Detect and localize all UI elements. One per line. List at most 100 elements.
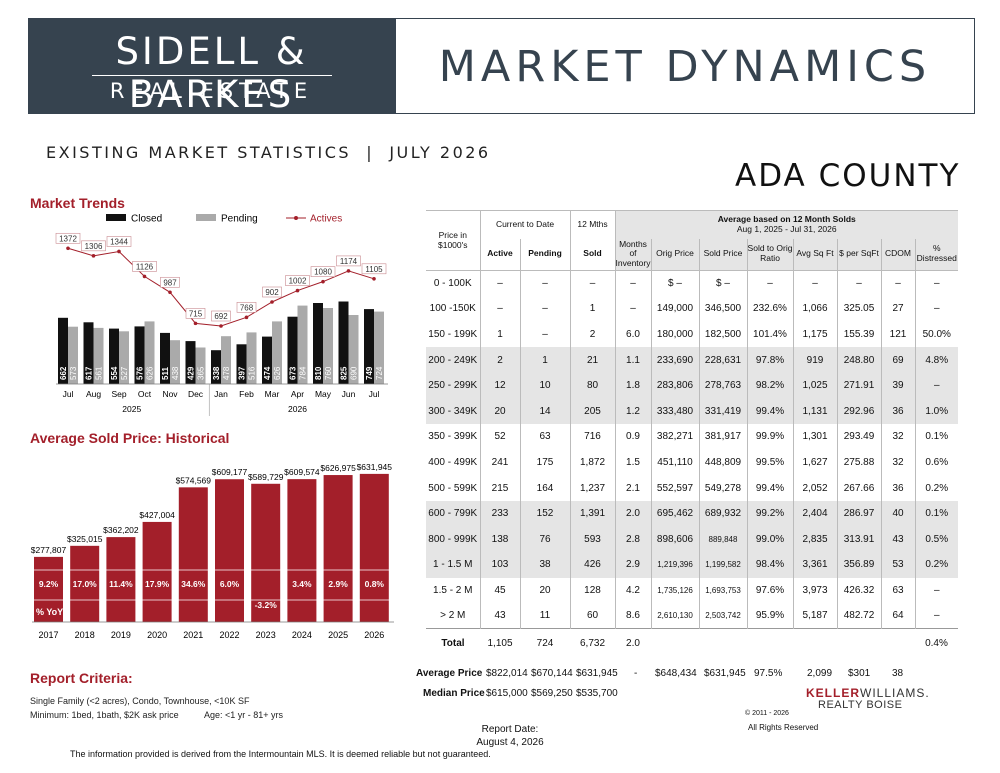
table-cell: 2,052: [792, 475, 837, 501]
year-tick-label: 2024: [292, 630, 312, 640]
table-cell: 155.39: [836, 321, 881, 348]
criteria-line1: Single Family (<2 acres), Condo, Townhou…: [30, 696, 250, 706]
table-row: 150 - 199K 1–2 6.0 180,000 182,500 101.4% 1,17…: [426, 321, 958, 348]
col-sold: Sold: [569, 238, 615, 271]
legend: Closed Pending Actives: [106, 214, 342, 225]
table-cell: 152: [519, 500, 570, 527]
table-cell: 2: [479, 347, 520, 373]
table-cell: 2,503,742: [698, 603, 747, 629]
yoy-value: 17.9%: [145, 579, 170, 589]
actives-point-label: 1105: [365, 265, 383, 274]
table-cell: 2.8: [614, 526, 651, 553]
table-cell: 2,404: [792, 500, 837, 527]
market-trends-title: Market Trends: [30, 195, 125, 211]
table-cell: 1,131: [792, 398, 837, 425]
table-cell: 63: [880, 577, 915, 604]
table-row: 300 - 349K 20 14 205 1.2 333,480 331,419 99.4% 1…: [426, 398, 958, 425]
yoy-value: 17.0%: [73, 579, 98, 589]
legend-pending-swatch: [196, 214, 216, 221]
table-cell: 182,500: [698, 321, 747, 348]
pending-bar: [348, 315, 359, 384]
average-ratio: 97.5%: [754, 668, 783, 679]
average-cdom: 38: [892, 668, 904, 679]
table-cell: 689,932: [698, 500, 747, 527]
table-cell: 27: [880, 296, 915, 322]
table-cell: 248.80: [836, 347, 881, 373]
actives-label-box: [55, 232, 81, 244]
yoy-value: 2.9%: [328, 579, 348, 589]
legend-closed-swatch: [106, 214, 126, 221]
average-moi: -: [634, 668, 638, 679]
table-cell: 292.96: [836, 398, 881, 425]
table-cell: 2.0: [614, 500, 651, 527]
price-bar-label: $609,177: [212, 467, 248, 477]
report-date-label: Report Date:: [481, 724, 539, 735]
total-active: 1,105: [480, 628, 520, 657]
table-cell: 99.2%: [746, 500, 793, 527]
actives-point: [295, 288, 300, 293]
pending-bar-label: 561: [95, 366, 104, 380]
table-cell: 103: [479, 552, 520, 578]
month-tick-label: Mar: [265, 389, 280, 399]
table-cell: 400 - 499K: [428, 456, 478, 468]
col-per-sqft: $ per SqFt: [836, 238, 881, 271]
table-cell: 36: [880, 398, 915, 425]
table-row: 200 - 249K 2 1 21 1.1 233,690 228,631 97.8% 919 2…: [426, 347, 958, 373]
table-cell: 898,606: [650, 526, 699, 553]
table-cell: 205: [569, 398, 615, 425]
year-tick-label: 2022: [219, 630, 239, 640]
month-tick-label: Dec: [188, 389, 204, 399]
pending-bar-label: 573: [69, 366, 78, 380]
table-cell: 1.0%: [914, 398, 958, 425]
pending-bar: [144, 321, 155, 384]
table-cell: –: [914, 296, 958, 322]
table-cell: 98.2%: [746, 372, 793, 399]
total-label: Total: [426, 628, 480, 657]
logo-tagline: REAL ESTATE: [109, 79, 314, 103]
table-cell: 3,361: [792, 552, 837, 578]
table-cell: 36: [880, 475, 915, 501]
group-average: Average based on 12 Month Solds Aug 1, 2…: [614, 210, 958, 239]
actives-point-label: 1126: [136, 262, 154, 271]
col-months-inventory: Months of Inventory: [614, 238, 651, 271]
closed-bar: [134, 326, 145, 384]
table-cell: –: [746, 270, 793, 297]
title-panel: [395, 18, 975, 114]
legend-actives-marker: [294, 216, 298, 220]
actives-point: [219, 324, 223, 328]
actives-label-box: [336, 255, 361, 267]
table-total-row: Total 1,105 724 6,732 2.0 0.4%: [426, 628, 958, 657]
pending-bar: [297, 305, 308, 384]
table-cell: –: [479, 270, 520, 297]
table-cell: 552,597: [650, 475, 699, 501]
table-row: > 2 M 43 11 60 8.6 2,610,130 2,503,742 95.9% 5,1…: [426, 603, 958, 629]
year-tick-label: 2018: [75, 630, 95, 640]
closed-bar-label: 673: [289, 366, 298, 380]
actives-label-box: [361, 263, 387, 275]
table-cell: > 2 M: [440, 610, 466, 622]
table-cell: 426: [569, 552, 615, 578]
table-cell: 2.9: [614, 552, 651, 578]
copyright: © 2011 - 2026: [745, 710, 789, 717]
pending-bar: [246, 332, 257, 384]
price-bar-label: $574,569: [176, 475, 212, 485]
actives-point-label: 1372: [59, 234, 77, 243]
closed-bar-label: 825: [340, 366, 349, 380]
pending-bar: [170, 340, 180, 384]
price-bar: [287, 479, 317, 622]
actives-point-label: 1306: [85, 242, 103, 251]
table-cell: 1.8: [614, 372, 651, 399]
table-cell: 381,917: [698, 424, 747, 450]
year-label: 2026: [288, 404, 307, 414]
average-label: Average Price: [416, 668, 483, 679]
closed-bar: [313, 303, 323, 384]
table-cell: 1,066: [792, 296, 837, 322]
table-cell: 11: [519, 603, 570, 629]
actives-label-box: [262, 286, 282, 298]
month-tick-label: Jan: [214, 389, 228, 399]
market-stats-table: Price in $1000's Current to Date 12 Mths…: [426, 210, 958, 657]
actives-point-label: 1002: [289, 277, 307, 286]
closed-bar-label: 474: [263, 366, 272, 380]
report-date: Report Date: August 4, 2026: [460, 724, 560, 749]
month-tick-label: Oct: [138, 389, 152, 399]
